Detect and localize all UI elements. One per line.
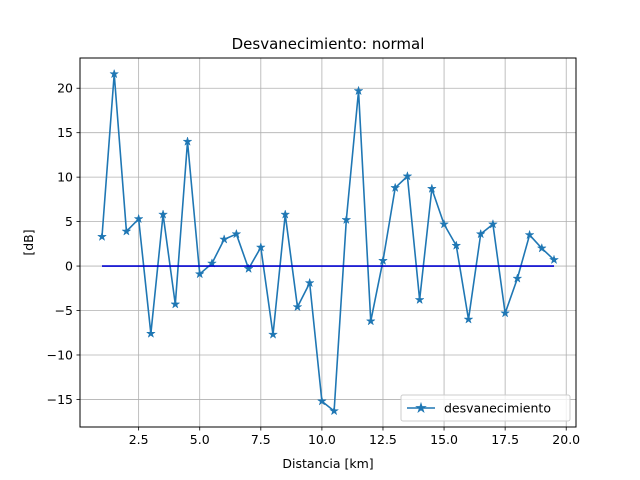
data-point-marker (231, 228, 242, 239)
data-point-marker (524, 229, 535, 240)
data-point-marker (426, 183, 437, 194)
data-point-marker (475, 228, 486, 239)
y-axis-label: [dB] (21, 229, 36, 255)
data-point-marker (145, 328, 156, 338)
y-tick-label: 5 (65, 214, 73, 229)
data-point-marker (96, 231, 108, 242)
data-point-marker (133, 213, 144, 224)
data-point-marker (487, 218, 498, 229)
data-point-marker (463, 314, 474, 324)
data-point-marker (304, 277, 315, 288)
plot-area-frame (79, 57, 577, 428)
data-point-marker (402, 170, 413, 181)
y-tick-label: 15 (57, 125, 73, 140)
data-point-marker (390, 182, 401, 193)
data-point-marker (316, 395, 327, 406)
y-tick-label: 20 (57, 81, 73, 96)
data-point-marker (500, 307, 511, 318)
data-point-marker (365, 315, 376, 326)
x-tick-label: 10.0 (308, 432, 336, 447)
y-tick-label: −10 (47, 347, 73, 362)
x-tick-label: 5.0 (190, 432, 210, 447)
data-point-marker (243, 263, 254, 274)
x-tick-label: 20.0 (552, 432, 580, 447)
x-axis-ticks: 2.5 5.0 7.5 10.0 12.5 15.0 17.5 20.0 (129, 427, 580, 447)
legend-star-marker (415, 401, 427, 413)
legend: desvanecimiento (400, 394, 571, 422)
data-point-marker (109, 68, 120, 79)
data-point-marker (280, 209, 291, 219)
data-point-marker (451, 240, 462, 250)
grid-lines (80, 58, 576, 427)
data-point-marker (548, 254, 560, 265)
data-point-marker (121, 226, 132, 236)
data-point-marker (206, 258, 217, 268)
data-point-marker (414, 294, 425, 305)
data-point-marker (377, 255, 389, 266)
series-desvanecimiento-line (101, 73, 555, 412)
x-tick-label: 15.0 (430, 432, 458, 447)
x-tick-label: 2.5 (129, 432, 149, 447)
x-tick-label: 17.5 (491, 432, 519, 447)
data-point-marker (341, 214, 352, 225)
x-tick-label: 7.5 (251, 432, 271, 447)
data-point-marker (512, 273, 523, 283)
data-point-marker (255, 242, 266, 252)
y-tick-label: 10 (57, 170, 73, 185)
data-point-marker (329, 405, 340, 416)
data-point-marker (353, 85, 364, 96)
data-point-marker (170, 298, 181, 309)
y-axis-ticks: −15 −10 −5 0 5 10 15 20 (47, 81, 80, 407)
data-point-marker (182, 136, 193, 146)
data-point-marker (292, 301, 303, 312)
legend-label: desvanecimiento (444, 401, 551, 416)
data-point-marker (219, 234, 230, 244)
x-axis-label: Distancia [km] (282, 456, 373, 471)
y-tick-label: −15 (47, 392, 73, 407)
chart-title: Desvanecimiento: normal (232, 35, 425, 53)
series-layer (96, 68, 560, 416)
legend-box (400, 394, 571, 422)
data-point-marker (194, 268, 205, 279)
y-tick-label: −5 (55, 303, 73, 318)
data-point-marker (439, 218, 450, 229)
y-tick-label: 0 (65, 259, 73, 274)
data-point-marker (536, 242, 547, 253)
data-point-marker (267, 329, 279, 339)
x-tick-label: 12.5 (369, 432, 397, 447)
data-point-marker (158, 209, 169, 219)
